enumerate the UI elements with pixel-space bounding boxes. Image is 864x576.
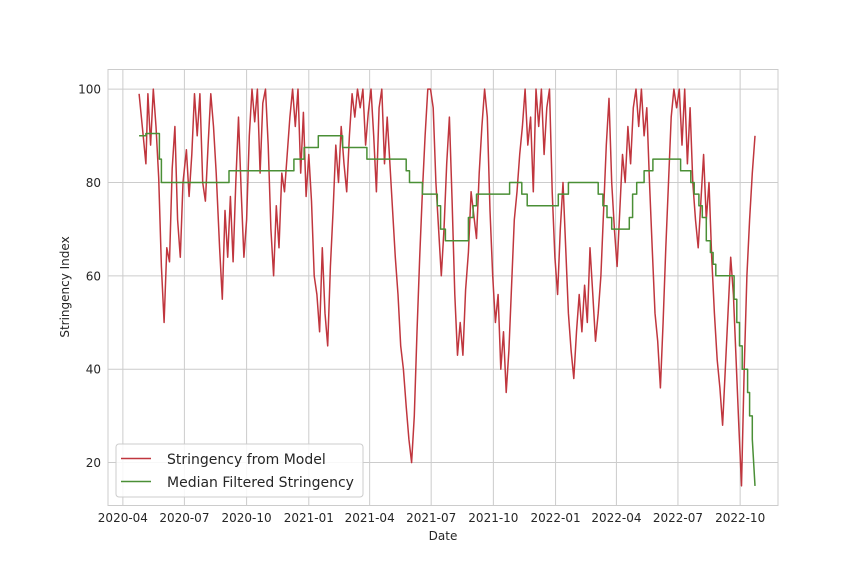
x-tick-label-5: 2021-07 bbox=[406, 511, 456, 525]
x-tick-label-1: 2020-07 bbox=[159, 511, 209, 525]
series-layer bbox=[138, 88, 756, 487]
legend-box bbox=[115, 443, 364, 498]
y-tick-label-0: 20 bbox=[86, 456, 101, 470]
y-tick-label-3: 80 bbox=[86, 176, 101, 190]
x-tick-labels: 2020-04 2020-07 2020-10 2021-01 2021-04 2021-… bbox=[98, 511, 765, 525]
series-line-median-filtered bbox=[139, 132, 756, 486]
y-tick-label-4: 100 bbox=[78, 83, 101, 97]
x-tick-label-8: 2022-04 bbox=[591, 511, 641, 525]
y-tick-label-1: 40 bbox=[86, 363, 101, 377]
y-tick-label-2: 60 bbox=[86, 269, 101, 283]
y-axis-label: Stringency Index bbox=[58, 236, 72, 337]
plot-area bbox=[107, 69, 779, 506]
series-line-stringency-model bbox=[138, 88, 756, 487]
x-tick-label-0: 2020-04 bbox=[98, 511, 148, 525]
x-tick-label-3: 2021-01 bbox=[284, 511, 334, 525]
x-tick-label-2: 2020-10 bbox=[222, 511, 272, 525]
x-tick-label-4: 2021-04 bbox=[345, 511, 395, 525]
x-tick-label-9: 2022-07 bbox=[653, 511, 703, 525]
x-axis-label: Date bbox=[429, 529, 458, 543]
x-tick-label-7: 2022-01 bbox=[530, 511, 580, 525]
x-tick-label-6: 2021-10 bbox=[468, 511, 518, 525]
legend-label-median-filtered: Median Filtered Stringency bbox=[167, 475, 354, 491]
y-tick-labels: 20 40 60 80 100 bbox=[78, 83, 101, 470]
x-tick-label-10: 2022-10 bbox=[715, 511, 765, 525]
legend: Stringency from Model Median Filtered St… bbox=[115, 443, 364, 498]
legend-label-stringency-model: Stringency from Model bbox=[167, 452, 326, 468]
grid bbox=[108, 69, 778, 506]
